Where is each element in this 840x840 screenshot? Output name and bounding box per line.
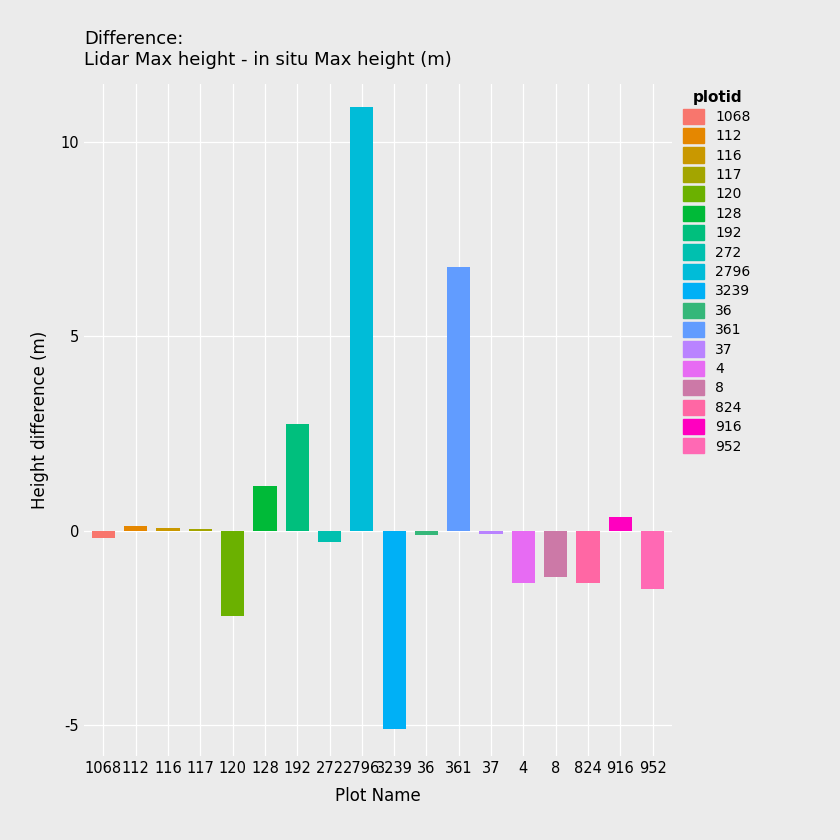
X-axis label: Plot Name: Plot Name: [335, 787, 421, 805]
Bar: [609, 517, 632, 531]
Bar: [221, 531, 244, 617]
Bar: [415, 531, 438, 535]
Bar: [350, 108, 374, 531]
Bar: [480, 531, 502, 533]
Bar: [641, 531, 664, 589]
Bar: [382, 531, 406, 729]
Text: Difference:
Lidar Max height - in situ Max height (m): Difference: Lidar Max height - in situ M…: [84, 29, 452, 69]
Bar: [189, 529, 212, 531]
Bar: [576, 531, 600, 583]
Bar: [254, 486, 276, 531]
Bar: [512, 531, 535, 583]
Y-axis label: Height difference (m): Height difference (m): [31, 331, 50, 509]
Bar: [544, 531, 567, 577]
Bar: [156, 528, 180, 531]
Bar: [92, 531, 115, 538]
Bar: [318, 531, 341, 542]
Legend: 1068, 112, 116, 117, 120, 128, 192, 272, 2796, 3239, 36, 361, 37, 4, 8, 824, 916: 1068, 112, 116, 117, 120, 128, 192, 272,…: [678, 84, 756, 459]
Bar: [124, 526, 147, 531]
Bar: [286, 424, 309, 531]
Bar: [447, 266, 470, 531]
